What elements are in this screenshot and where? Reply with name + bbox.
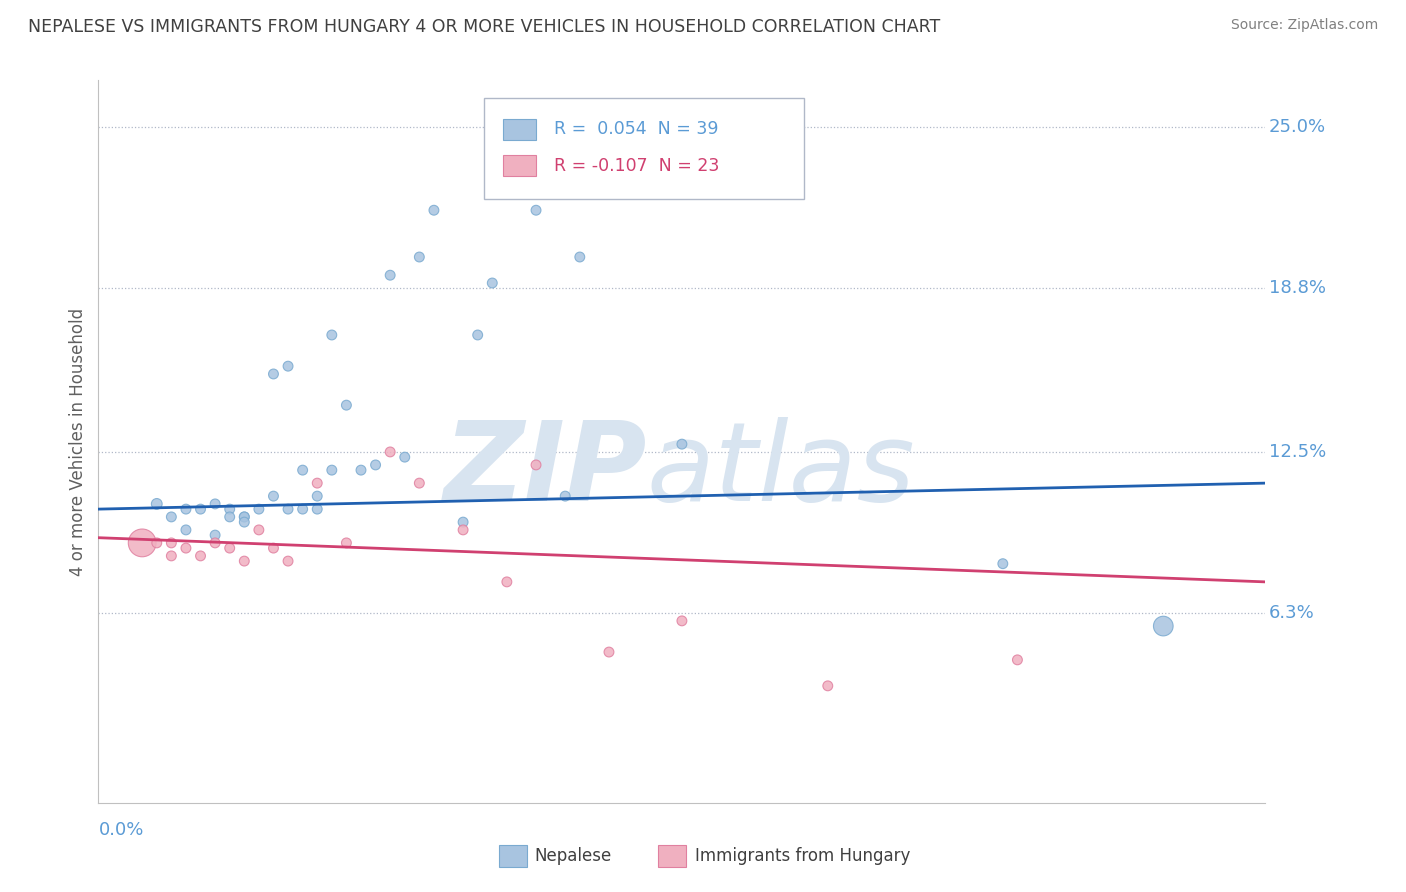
Point bbox=[671, 437, 693, 451]
Point bbox=[321, 463, 343, 477]
Point bbox=[218, 541, 240, 555]
Point bbox=[524, 203, 547, 218]
Point bbox=[160, 509, 183, 524]
Point bbox=[146, 497, 169, 511]
Point bbox=[991, 557, 1014, 571]
Point bbox=[380, 445, 402, 459]
Point bbox=[350, 463, 373, 477]
Text: Immigrants from Hungary: Immigrants from Hungary bbox=[695, 847, 910, 865]
Point bbox=[190, 502, 212, 516]
Point bbox=[423, 203, 446, 218]
Point bbox=[394, 450, 416, 464]
Point bbox=[277, 359, 299, 374]
Point bbox=[524, 458, 547, 472]
Point bbox=[247, 523, 270, 537]
Point bbox=[1152, 619, 1174, 633]
Point bbox=[307, 476, 329, 491]
Point bbox=[233, 509, 256, 524]
Point bbox=[568, 250, 591, 264]
Point bbox=[247, 502, 270, 516]
Text: ZIP: ZIP bbox=[443, 417, 647, 524]
Point bbox=[146, 536, 169, 550]
Text: Source: ZipAtlas.com: Source: ZipAtlas.com bbox=[1230, 18, 1378, 32]
FancyBboxPatch shape bbox=[503, 155, 536, 176]
Text: 0.0%: 0.0% bbox=[98, 821, 143, 838]
Point bbox=[277, 554, 299, 568]
Point bbox=[1007, 653, 1029, 667]
Point bbox=[671, 614, 693, 628]
Point bbox=[321, 328, 343, 343]
Text: 12.5%: 12.5% bbox=[1268, 443, 1326, 461]
Point bbox=[451, 523, 474, 537]
Point bbox=[408, 250, 430, 264]
FancyBboxPatch shape bbox=[503, 120, 536, 139]
Point bbox=[496, 574, 519, 589]
Point bbox=[204, 497, 226, 511]
Text: R =  0.054  N = 39: R = 0.054 N = 39 bbox=[554, 120, 718, 138]
Point bbox=[467, 328, 489, 343]
Text: 25.0%: 25.0% bbox=[1268, 118, 1326, 136]
Point bbox=[335, 398, 357, 412]
Text: R = -0.107  N = 23: R = -0.107 N = 23 bbox=[554, 156, 718, 175]
Point bbox=[174, 523, 197, 537]
Point bbox=[277, 502, 299, 516]
Point bbox=[262, 541, 284, 555]
Point bbox=[174, 541, 197, 555]
Point bbox=[233, 515, 256, 529]
Point bbox=[291, 463, 314, 477]
Point bbox=[131, 536, 153, 550]
Point bbox=[307, 489, 329, 503]
Point bbox=[218, 502, 240, 516]
Point bbox=[218, 509, 240, 524]
Point bbox=[451, 515, 474, 529]
Text: NEPALESE VS IMMIGRANTS FROM HUNGARY 4 OR MORE VEHICLES IN HOUSEHOLD CORRELATION : NEPALESE VS IMMIGRANTS FROM HUNGARY 4 OR… bbox=[28, 18, 941, 36]
Text: Nepalese: Nepalese bbox=[534, 847, 612, 865]
Point bbox=[307, 502, 329, 516]
Point bbox=[204, 528, 226, 542]
Point bbox=[262, 367, 284, 381]
Point bbox=[190, 549, 212, 563]
Point bbox=[262, 489, 284, 503]
Point bbox=[335, 536, 357, 550]
Text: 18.8%: 18.8% bbox=[1268, 279, 1326, 297]
Point bbox=[554, 489, 576, 503]
Point bbox=[481, 276, 503, 290]
Point bbox=[174, 502, 197, 516]
Point bbox=[233, 554, 256, 568]
Point bbox=[160, 536, 183, 550]
Y-axis label: 4 or more Vehicles in Household: 4 or more Vehicles in Household bbox=[69, 308, 87, 575]
Point bbox=[598, 645, 620, 659]
Point bbox=[380, 268, 402, 283]
Point bbox=[204, 536, 226, 550]
Point bbox=[233, 509, 256, 524]
Point bbox=[408, 476, 430, 491]
FancyBboxPatch shape bbox=[484, 98, 804, 200]
Point bbox=[817, 679, 839, 693]
Point bbox=[364, 458, 387, 472]
Text: atlas: atlas bbox=[647, 417, 915, 524]
Point bbox=[160, 549, 183, 563]
Text: 6.3%: 6.3% bbox=[1268, 604, 1315, 622]
Point bbox=[291, 502, 314, 516]
